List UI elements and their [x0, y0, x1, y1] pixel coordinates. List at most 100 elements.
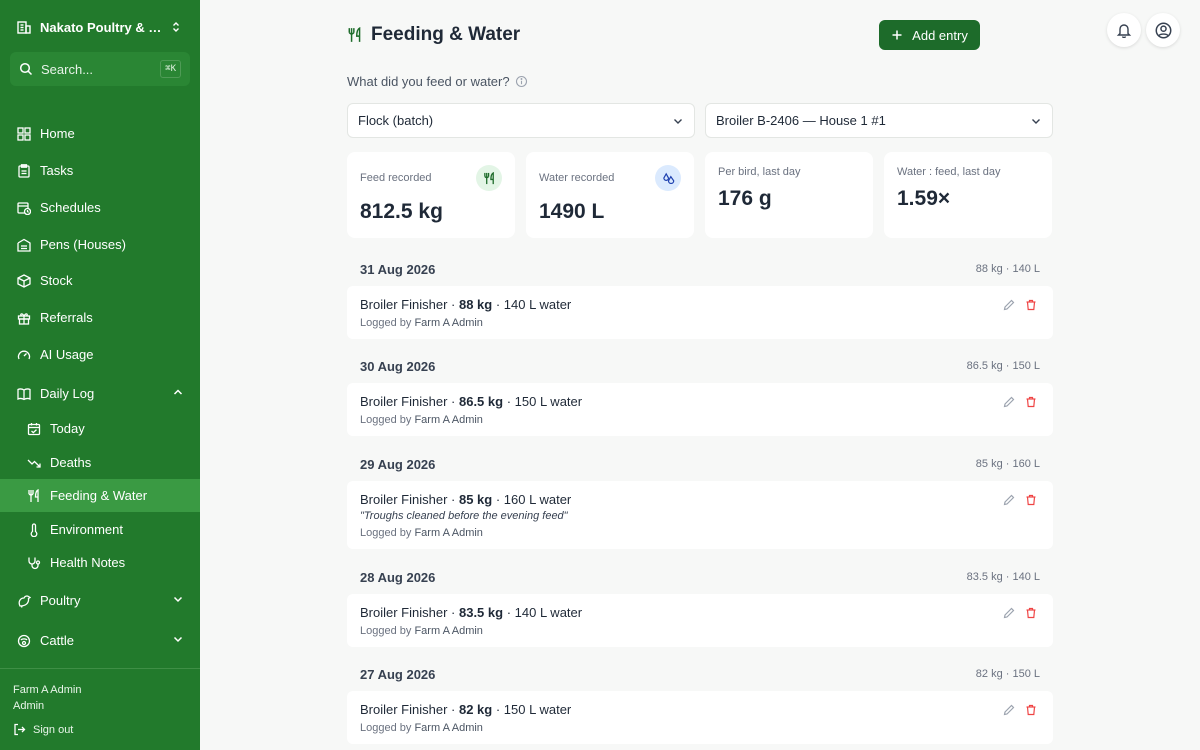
add-entry-button[interactable]: Add entry — [879, 20, 980, 50]
entry-feed: Broiler Finisher — [360, 492, 448, 507]
sidebar-item-deaths[interactable]: Deaths — [0, 446, 200, 479]
delete-entry-button[interactable] — [1024, 298, 1038, 312]
sidebar-item-environment[interactable]: Environment — [0, 513, 200, 546]
stat-value: 812.5 kg — [360, 200, 443, 223]
chevron-down-icon — [173, 596, 183, 603]
sidebar-item-label: AI Usage — [40, 347, 94, 362]
day-group: 27 Aug 2026 82 kg · 150 L Broiler Finish… — [347, 657, 1053, 744]
feed-entry: Broiler Finisher · 82 kg · 150 L water L… — [347, 691, 1053, 744]
day-group: 30 Aug 2026 86.5 kg · 150 L Broiler Fini… — [347, 349, 1053, 436]
sidebar-divider — [0, 668, 200, 669]
day-group: 28 Aug 2026 83.5 kg · 140 L Broiler Fini… — [347, 560, 1053, 647]
day-group: 31 Aug 2026 88 kg · 140 L Broiler Finish… — [347, 252, 1053, 339]
sidebar-item-referrals[interactable]: Referrals — [0, 301, 200, 334]
delete-entry-button[interactable] — [1024, 493, 1038, 507]
day-header: 31 Aug 2026 88 kg · 140 L — [347, 252, 1053, 286]
sidebar-item-label: Daily Log — [40, 386, 95, 401]
day-summary: 82 kg · 150 L — [975, 668, 1040, 680]
entry-note: "Troughs cleaned before the evening feed… — [360, 510, 568, 522]
trash-icon — [1026, 494, 1036, 506]
sidebar-item-today[interactable]: Today — [0, 412, 200, 445]
sidebar-item-label: Health Notes — [50, 555, 126, 570]
sidebar-item-poultry[interactable]: Poultry — [0, 584, 200, 617]
delete-entry-button[interactable] — [1024, 395, 1038, 409]
farm-name: Nakato Poultry & Dairy — [40, 19, 166, 35]
stat-label: Per bird, last day — [718, 166, 801, 178]
sidebar-item-feeding-water[interactable]: Feeding & Water — [0, 479, 200, 512]
sidebar-item-ai-usage[interactable]: AI Usage — [0, 338, 200, 371]
stat-water-feed-ratio: Water : feed, last day 1.59× — [884, 152, 1052, 238]
trash-icon — [1026, 299, 1036, 311]
entry-logged-by: Logged by Farm A Admin — [360, 414, 483, 426]
edit-entry-button[interactable] — [1002, 703, 1016, 717]
log-out-icon — [14, 723, 26, 736]
stat-water-recorded: Water recorded 1490 L — [526, 152, 694, 238]
sidebar-item-pens[interactable]: Pens (Houses) — [0, 228, 200, 261]
thermometer-icon — [26, 522, 42, 538]
account-button[interactable] — [1146, 13, 1180, 47]
farm-switcher[interactable]: Nakato Poultry & Dairy — [16, 16, 186, 38]
bird-icon — [16, 593, 32, 609]
entry-amount: 82 kg — [458, 702, 493, 717]
entry-water: 140 L water — [503, 297, 572, 312]
day-header: 27 Aug 2026 82 kg · 150 L — [347, 657, 1053, 691]
feed-entry: Broiler Finisher · 86.5 kg · 150 L water… — [347, 383, 1053, 436]
info-icon[interactable] — [515, 75, 528, 88]
sidebar-item-schedules[interactable]: Schedules — [0, 191, 200, 224]
filter-question-label: What did you feed or water? — [347, 74, 510, 89]
sidebar-item-label: Home — [40, 126, 75, 141]
sidebar-item-home[interactable]: Home — [0, 117, 200, 150]
entry-feed: Broiler Finisher — [360, 605, 448, 620]
logged-by-prefix: Logged by — [360, 527, 412, 539]
chevron-up-icon — [173, 389, 183, 395]
sidebar-item-health-notes[interactable]: Health Notes — [0, 546, 200, 579]
chevron-up-down-icon — [173, 22, 179, 32]
entry-line: Broiler Finisher · 82 kg · 150 L water — [360, 702, 572, 717]
chevron-down-icon — [173, 636, 183, 643]
logged-by-prefix: Logged by — [360, 625, 412, 637]
cattle-icon — [16, 633, 32, 649]
sidebar-item-tasks[interactable]: Tasks — [0, 154, 200, 187]
logged-by-user: Farm A Admin — [414, 317, 483, 329]
log-type-select[interactable]: Flock (batch) — [347, 103, 695, 138]
calendar-clock-icon — [16, 200, 32, 216]
delete-entry-button[interactable] — [1024, 703, 1038, 717]
sign-out-button[interactable]: Sign out — [13, 723, 73, 736]
notifications-button[interactable] — [1107, 13, 1141, 47]
day-date: 27 Aug 2026 — [360, 667, 436, 682]
stat-label: Feed recorded — [360, 172, 432, 184]
delete-entry-button[interactable] — [1024, 606, 1038, 620]
sidebar-item-stock[interactable]: Stock — [0, 264, 200, 297]
warehouse-icon — [16, 237, 32, 253]
stat-value: 176 g — [718, 187, 772, 210]
sidebar-item-daily-log[interactable]: Daily Log — [0, 377, 200, 410]
batch-select[interactable]: Broiler B-2406 — House 1 #1 — [705, 103, 1053, 138]
trash-icon — [1026, 704, 1036, 716]
feed-entry: Broiler Finisher · 83.5 kg · 140 L water… — [347, 594, 1053, 647]
book-open-icon — [16, 386, 32, 402]
logged-by-user: Farm A Admin — [414, 625, 483, 637]
logged-by-user: Farm A Admin — [414, 414, 483, 426]
bell-icon — [1116, 24, 1132, 38]
sidebar-item-label: Pens (Houses) — [40, 237, 126, 252]
stat-value: 1.59× — [897, 187, 951, 210]
edit-entry-button[interactable] — [1002, 606, 1016, 620]
search-shortcut: ⌘K — [160, 60, 181, 78]
entry-amount: 88 kg — [458, 297, 493, 312]
sidebar-item-cattle[interactable]: Cattle — [0, 624, 200, 657]
edit-entry-button[interactable] — [1002, 493, 1016, 507]
batch-value: Broiler B-2406 — House 1 #1 — [716, 113, 886, 128]
edit-entry-button[interactable] — [1002, 298, 1016, 312]
stat-value: 1490 L — [539, 200, 605, 223]
pencil-icon — [1003, 607, 1015, 619]
day-summary: 86.5 kg · 150 L — [966, 360, 1040, 372]
search-placeholder: Search... — [41, 61, 94, 77]
entry-feed: Broiler Finisher — [360, 394, 448, 409]
edit-entry-button[interactable] — [1002, 395, 1016, 409]
day-date: 29 Aug 2026 — [360, 457, 436, 472]
entry-water: 150 L water — [503, 702, 572, 717]
day-date: 30 Aug 2026 — [360, 359, 436, 374]
day-header: 28 Aug 2026 83.5 kg · 140 L — [347, 560, 1053, 594]
search-input[interactable]: Search... ⌘K — [10, 52, 190, 86]
sidebar-item-label: Feeding & Water — [50, 488, 148, 503]
